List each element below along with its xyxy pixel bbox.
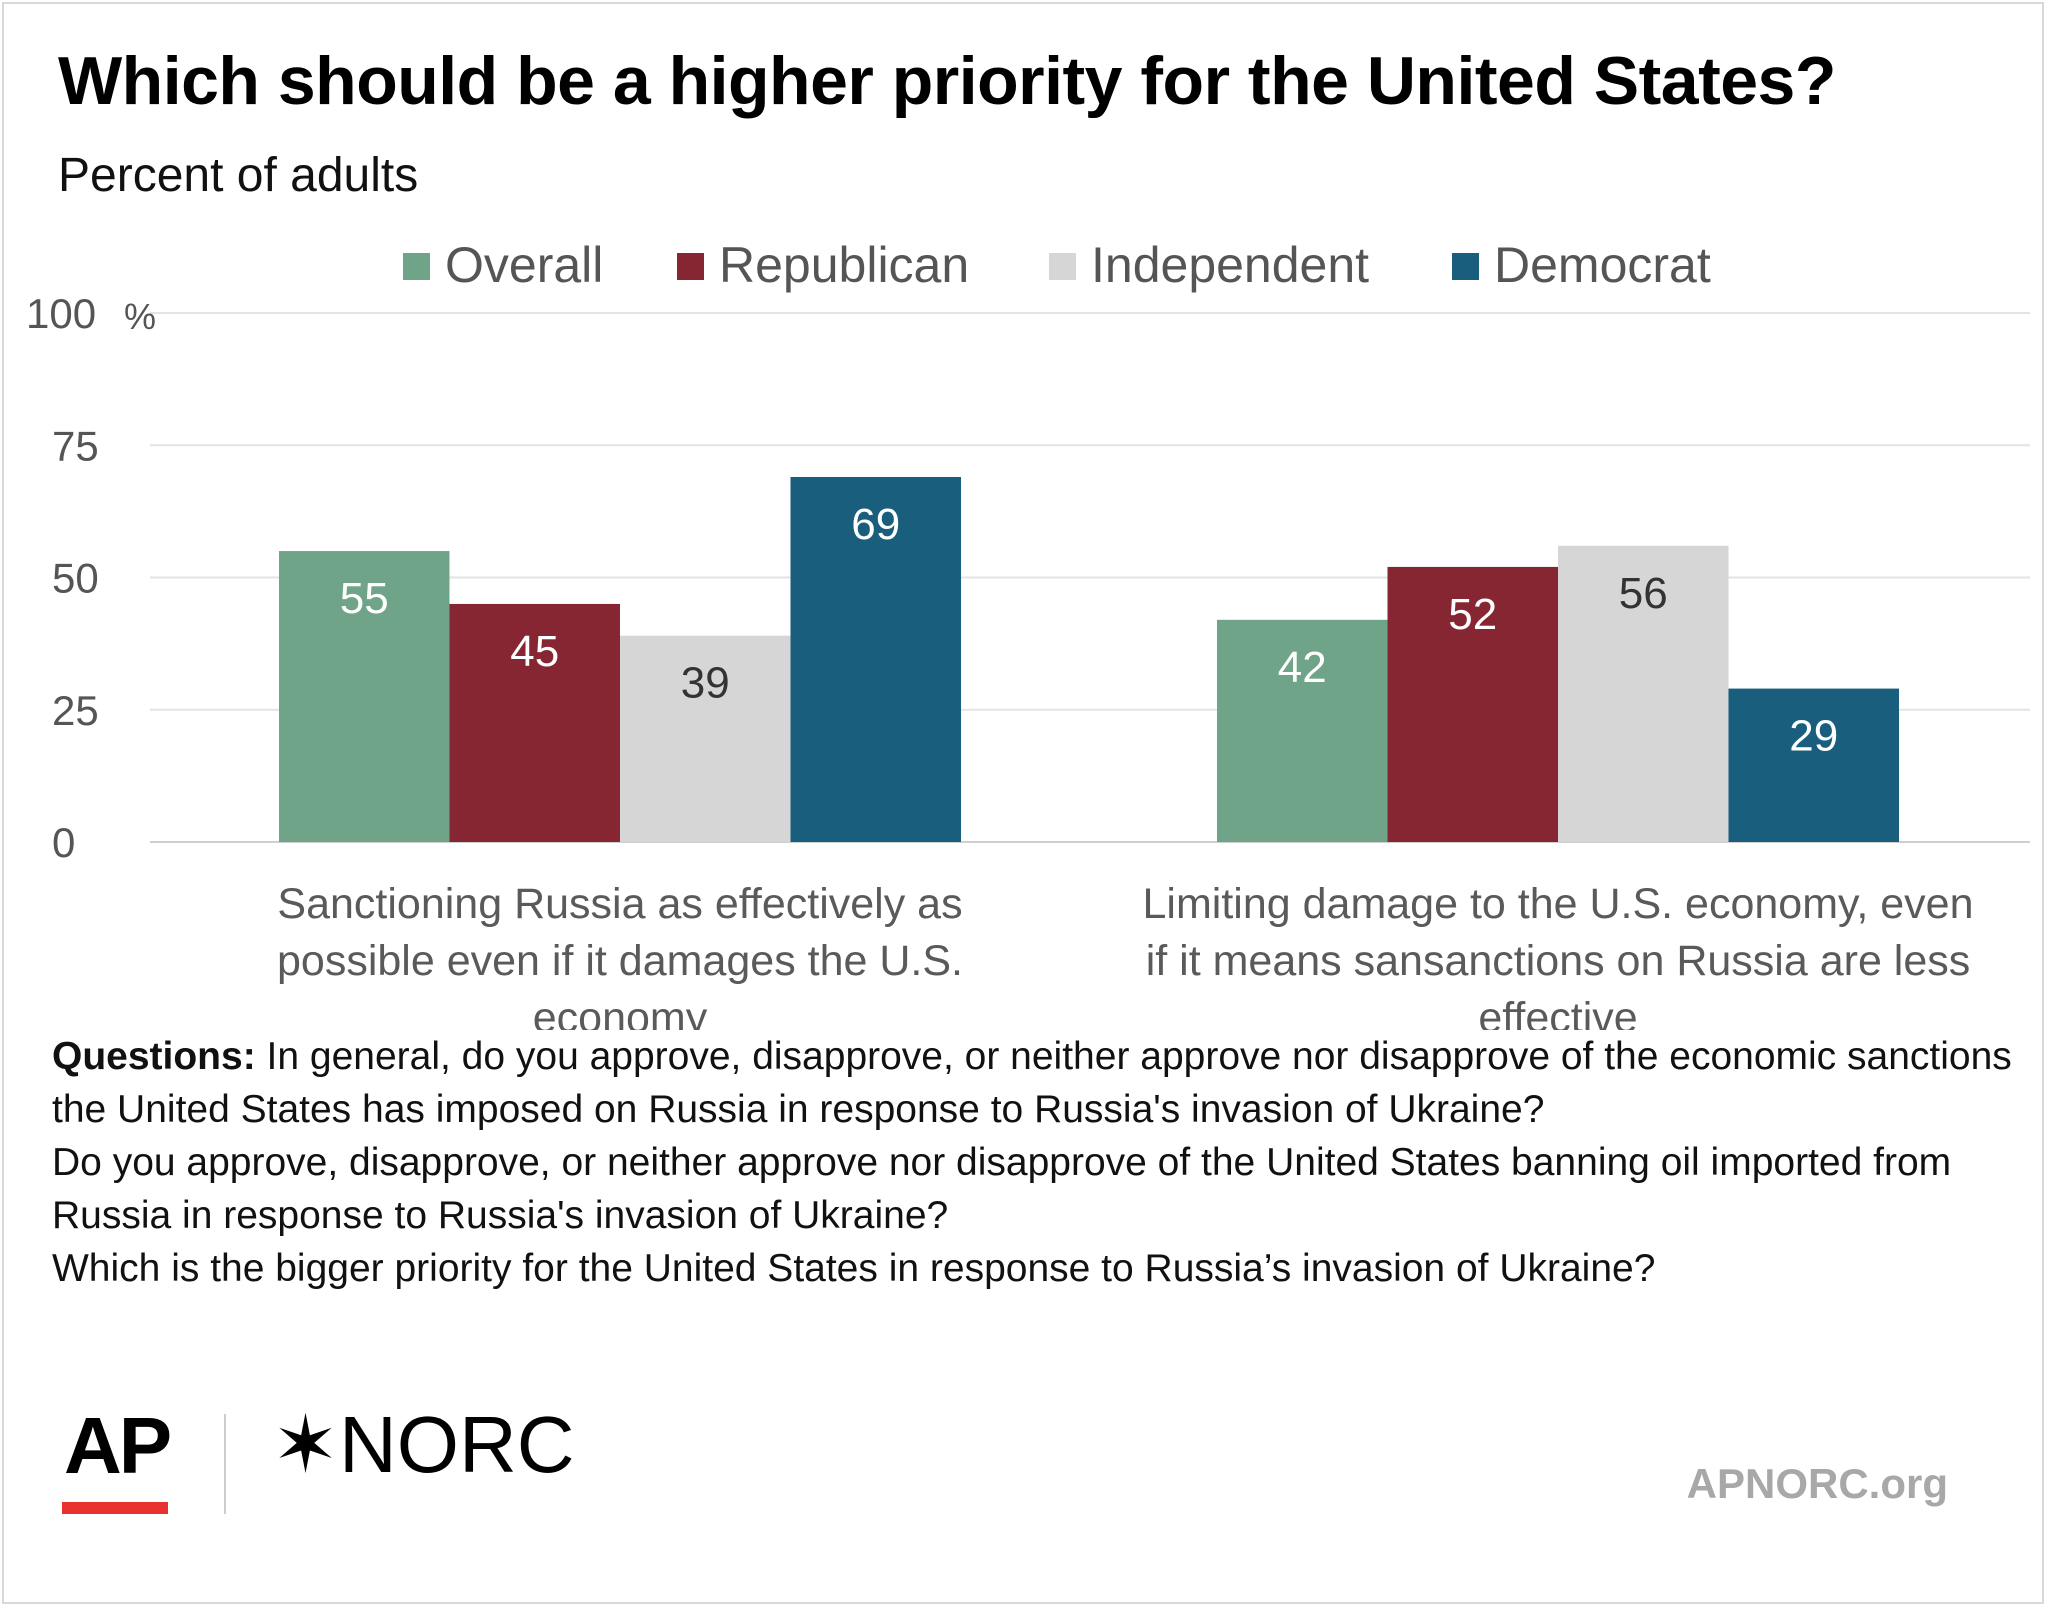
y-tick-label-100: 100 — [26, 290, 96, 337]
data-label-democrat-1: 69 — [851, 500, 900, 549]
chart-title: Which should be a higher priority for th… — [58, 43, 1836, 119]
legend-swatch-independent — [1049, 253, 1076, 280]
ap-logo-underline — [62, 1502, 168, 1514]
question-2: Do you approve, disapprove, or neither a… — [52, 1141, 1952, 1237]
chart-subtitle: Percent of adults — [58, 149, 419, 202]
data-label-republican-1: 45 — [510, 627, 559, 676]
y-tick-label-75: 75 — [52, 422, 99, 469]
y-tick-label-25: 25 — [52, 687, 99, 734]
legend-swatch-overall — [403, 253, 430, 280]
bar-independent-1 — [620, 635, 791, 842]
category-label-1-line-3: economy — [533, 994, 708, 1030]
question-3: Which is the bigger priority for the Uni… — [52, 1247, 1656, 1290]
legend-swatch-republican — [677, 253, 704, 280]
bar-overall-1 — [279, 551, 450, 842]
questions-note: Questions: In general, do you approve, d… — [52, 1030, 2012, 1295]
category-label-1-line-2: possible even if it damages the U.S. — [277, 937, 963, 985]
bar-chart: 0 25 50 75 100 % 55 42 45 52 39 56 69 29 Sanctioning R… — [26, 237, 2030, 1030]
data-label-overall-1: 55 — [340, 574, 389, 623]
bar-democrat-1 — [790, 476, 961, 842]
legend-label-overall: Overall — [445, 237, 603, 293]
data-label-republican-2: 52 — [1448, 590, 1497, 639]
bar-republican-2 — [1387, 566, 1558, 842]
legend-label-democrat: Democrat — [1494, 237, 1711, 293]
data-label-democrat-2: 29 — [1789, 712, 1838, 761]
y-axis-unit: % — [124, 296, 156, 337]
y-tick-label-0: 0 — [52, 819, 75, 866]
bar-republican-1 — [449, 603, 620, 842]
legend-swatch-democrat — [1452, 253, 1479, 280]
legend-label-republican: Republican — [719, 237, 969, 293]
category-label-2-line-2: if it means sansanctions on Russia are l… — [1146, 937, 1971, 985]
category-label-1-line-1: Sanctioning Russia as effectively as — [277, 880, 962, 928]
question-1: Questions: In general, do you approve, d… — [52, 1030, 2012, 1136]
bar-independent-2 — [1558, 545, 1729, 842]
y-tick-label-50: 50 — [52, 555, 99, 602]
question-1-text: In general, do you approve, disapprove, … — [52, 1035, 2012, 1131]
logo-divider — [224, 1414, 226, 1514]
source-url: APNORC.org — [1686, 1460, 1948, 1507]
data-label-independent-2: 56 — [1619, 569, 1668, 618]
data-label-independent-1: 39 — [681, 659, 730, 708]
category-label-2-line-1: Limiting damage to the U.S. economy, eve… — [1143, 880, 1974, 928]
bar-overall-2 — [1217, 619, 1388, 842]
questions-label: Questions: — [52, 1035, 256, 1078]
category-label-2-line-3: effective — [1478, 994, 1637, 1030]
bar-democrat-2 — [1728, 688, 1899, 842]
data-label-overall-2: 42 — [1278, 643, 1327, 692]
legend-label-independent: Independent — [1091, 237, 1369, 293]
norc-logo: ✶NORC — [272, 1400, 575, 1489]
ap-logo: AP — [64, 1401, 172, 1490]
